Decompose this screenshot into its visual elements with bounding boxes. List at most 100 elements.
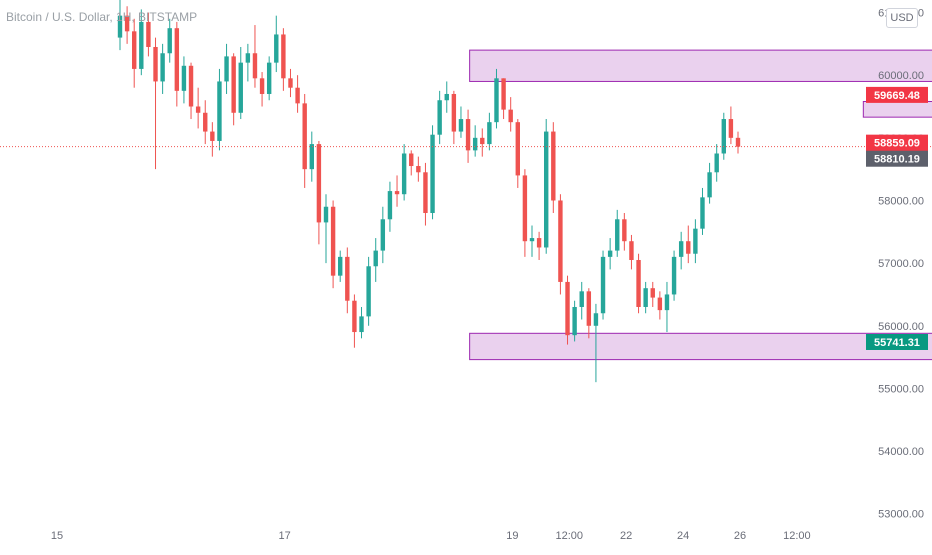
- price-label-bg-entry: [866, 150, 928, 167]
- candle-body-51: [480, 137, 485, 145]
- y-tick-label-5: 56000.00: [878, 321, 924, 333]
- candle-body-0: [117, 15, 123, 38]
- candle-body-56: [515, 122, 520, 176]
- candle-body-76: [657, 297, 663, 311]
- x-tick-label-5: 24: [677, 530, 689, 542]
- zone-rect-0: [469, 49, 932, 82]
- candle-body-62: [558, 200, 563, 282]
- candle-body-52: [487, 122, 492, 145]
- candle-body-61: [551, 131, 556, 201]
- candle-body-26: [302, 103, 307, 170]
- candle-body-78: [671, 256, 677, 295]
- x-tick-label-3: 12:00: [555, 530, 583, 542]
- candle-body-47: [451, 93, 457, 132]
- candle-body-18: [245, 53, 251, 63]
- candle-body-17: [238, 62, 243, 113]
- candle-body-38: [387, 191, 393, 220]
- axis-layer: 61000.0060000.0059000.0058000.0057000.00…: [51, 8, 928, 542]
- candle-body-80: [686, 241, 691, 254]
- candle-body-10: [188, 65, 194, 107]
- candle-body-7: [167, 28, 172, 54]
- candle-body-66: [586, 291, 592, 326]
- candle-body-46: [444, 93, 449, 101]
- candle-body-31: [338, 256, 343, 276]
- y-tick-label-4: 57000.00: [878, 258, 924, 270]
- price-label-stop: 59669.48: [866, 86, 928, 103]
- zone-rect-2: [469, 332, 932, 361]
- candle-body-41: [409, 153, 414, 167]
- candle-body-2: [132, 31, 137, 69]
- candle-body-81: [693, 228, 698, 254]
- y-tick-label-1: 60000.00: [878, 70, 924, 82]
- candle-body-79: [678, 241, 684, 257]
- y-tick-label-8: 53000.00: [878, 509, 924, 521]
- candle-body-4: [146, 21, 151, 47]
- candle-body-6: [160, 53, 165, 82]
- price-label-value-stop: 59669.48: [874, 90, 920, 102]
- candle-body-71: [622, 219, 627, 242]
- candle-body-44: [430, 134, 435, 214]
- candle-body-25: [295, 87, 300, 104]
- candle-body-23: [281, 34, 286, 79]
- candle-body-55: [508, 109, 513, 123]
- candle-body-69: [607, 250, 613, 257]
- candle-body-68: [600, 256, 606, 314]
- candle-body-22: [274, 34, 279, 63]
- candle-body-9: [181, 65, 187, 91]
- x-tick-label-2: 19: [506, 530, 518, 542]
- price-label-value-target: 55741.31: [874, 337, 920, 349]
- x-tick-label-6: 26: [734, 530, 746, 542]
- candle-body-86: [728, 119, 734, 138]
- candle-body-21: [266, 62, 272, 94]
- candle-body-27: [309, 144, 314, 170]
- candle-body-49: [465, 119, 471, 151]
- candle-body-59: [536, 238, 542, 248]
- price-label-value-entry: 58810.19: [874, 154, 920, 166]
- candle-body-13: [210, 131, 215, 141]
- candle-body-19: [252, 53, 258, 79]
- candle-body-28: [316, 144, 322, 223]
- candle-body-35: [366, 266, 371, 317]
- price-label-bg-stop: [866, 86, 928, 103]
- candle-body-32: [345, 256, 350, 301]
- candle-body-39: [394, 191, 400, 195]
- candle-body-12: [203, 112, 208, 132]
- y-tick-label-3: 58000.00: [878, 195, 924, 207]
- candle-body-85: [721, 119, 726, 154]
- candle-body-87: [735, 137, 741, 147]
- candle-body-75: [650, 288, 655, 298]
- candle-body-34: [359, 316, 364, 333]
- price-label-value-last: 58859.09: [874, 138, 920, 150]
- y-tick-label-7: 54000.00: [878, 446, 924, 458]
- x-tick-label-1: 17: [279, 530, 291, 542]
- currency-button[interactable]: USD: [886, 8, 918, 28]
- candle-body-30: [330, 206, 336, 276]
- candle-body-82: [700, 197, 705, 229]
- candle-body-40: [401, 153, 407, 195]
- candle-body-70: [615, 219, 620, 251]
- y-tick-label-6: 55000.00: [878, 383, 924, 395]
- candle-body-20: [259, 78, 265, 94]
- candle-body-8: [174, 28, 180, 91]
- candle-body-24: [288, 78, 293, 88]
- candle-body-42: [416, 166, 421, 173]
- candle-body-54: [501, 78, 506, 110]
- x-tick-label-7: 12:00: [783, 530, 811, 542]
- candle-body-33: [352, 300, 357, 333]
- candle-body-73: [636, 260, 641, 307]
- chart-title: Bitcoin / U.S. Dollar, 1H, BITSTAMP: [6, 10, 198, 24]
- candle-body-16: [231, 56, 236, 113]
- candle-body-14: [217, 81, 222, 141]
- candle-body-48: [458, 119, 464, 132]
- candle-body-1: [124, 15, 130, 32]
- candle-body-58: [529, 238, 535, 242]
- candle-body-65: [579, 291, 584, 307]
- candle-body-57: [522, 175, 528, 242]
- candle-body-15: [224, 56, 229, 82]
- candle-body-64: [572, 306, 577, 336]
- candle-body-5: [153, 46, 158, 82]
- candle-body-43: [423, 172, 428, 214]
- price-label-target: 55741.31: [866, 333, 928, 350]
